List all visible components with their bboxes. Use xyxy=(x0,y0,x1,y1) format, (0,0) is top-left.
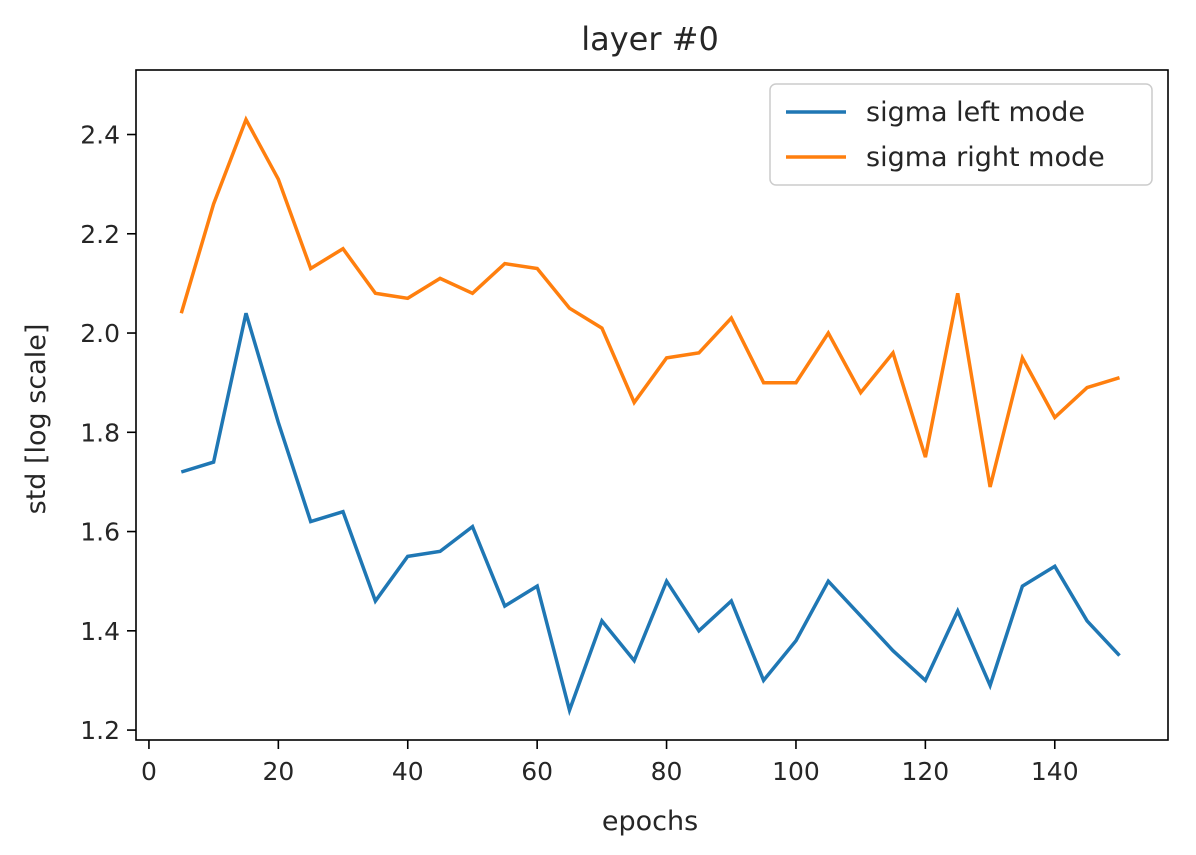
plot-frame xyxy=(135,69,1169,741)
x-tick-label: 100 xyxy=(772,757,820,786)
y-axis-title: std [log scale] xyxy=(21,324,52,515)
x-tick-label: 140 xyxy=(1031,757,1079,786)
legend-label-sigma-left-mode: sigma left mode xyxy=(866,97,1085,128)
y-axis: 1.2 1.4 1.6 1.8 2.0 2.2 2.4 xyxy=(80,121,136,745)
legend-label-sigma-right-mode: sigma right mode xyxy=(866,142,1105,173)
x-tick-label: 80 xyxy=(651,757,683,786)
x-tick-label: 60 xyxy=(521,757,553,786)
legend-box xyxy=(769,83,1153,186)
x-axis-title: epochs xyxy=(602,806,698,837)
y-tick-label: 1.6 xyxy=(80,518,120,547)
x-tick-label: 120 xyxy=(902,757,950,786)
legend: sigma left mode sigma right mode xyxy=(769,83,1153,186)
y-tick-label: 2.2 xyxy=(80,220,120,249)
y-tick-label: 2.0 xyxy=(80,319,120,348)
x-tick-label: 20 xyxy=(262,757,294,786)
y-tick-label: 1.4 xyxy=(80,617,120,646)
x-axis: 0 20 40 60 80 100 120 140 xyxy=(141,740,1079,786)
y-tick-label: 1.8 xyxy=(80,418,120,447)
y-tick-label: 1.2 xyxy=(80,716,120,745)
series-layer xyxy=(179,115,1121,717)
x-tick-label: 0 xyxy=(141,757,157,786)
y-tick-label: 2.4 xyxy=(80,121,120,150)
series-line-sigma-right-mode xyxy=(179,115,1121,488)
series-line-sigma-left-mode xyxy=(180,312,1121,717)
chart-title: layer #0 xyxy=(581,20,719,58)
x-tick-label: 40 xyxy=(392,757,424,786)
